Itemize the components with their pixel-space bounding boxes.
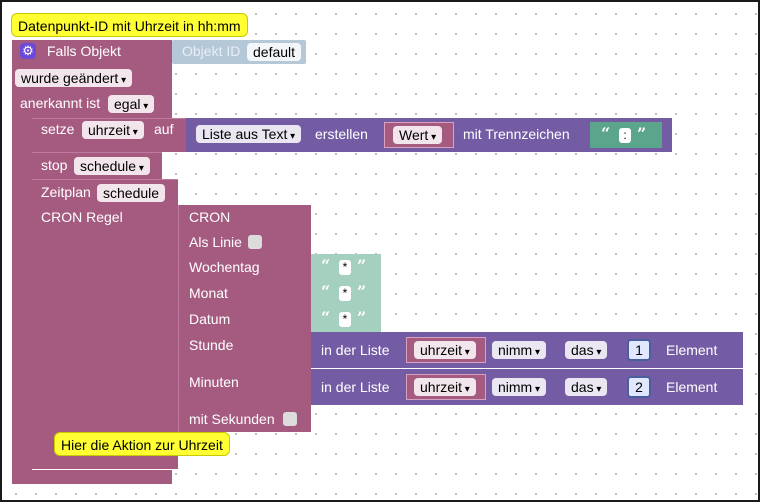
weekday-quote-open-icon: “: [321, 256, 331, 275]
minutes-pos-dropdown[interactable]: das: [565, 378, 608, 396]
trigger-label: Falls Objekt: [47, 43, 121, 59]
create-label: erstellen: [315, 126, 368, 142]
hour-index[interactable]: 1: [627, 339, 651, 361]
minutes-element-label: Element: [666, 379, 718, 395]
delimiter-value[interactable]: :: [619, 128, 631, 143]
date-value[interactable]: *: [339, 312, 351, 327]
minutes-var-dropdown[interactable]: uhrzeit: [414, 378, 476, 396]
trigger-block-spine: [12, 40, 32, 480]
minutes-label: Minuten: [189, 374, 239, 390]
set-variable-dropdown[interactable]: uhrzeit: [82, 121, 144, 139]
minutes-in-list-label: in der Liste: [321, 379, 390, 395]
quote-close-icon: ”: [637, 124, 647, 143]
objekt-id-value[interactable]: default: [247, 43, 302, 61]
gear-icon[interactable]: ⚙: [20, 43, 36, 59]
month-label: Monat: [189, 285, 228, 301]
trigger-block-bottom: [12, 470, 172, 484]
wert-dropdown[interactable]: Wert: [393, 126, 443, 144]
hour-op-dropdown[interactable]: nimm: [492, 341, 547, 359]
cron-title: CRON: [189, 209, 231, 225]
stop-dropdown[interactable]: schedule: [74, 157, 150, 175]
month-value[interactable]: *: [339, 286, 351, 301]
hour-pos-dropdown[interactable]: das: [565, 341, 608, 359]
hour-element-label: Element: [666, 342, 718, 358]
as-line-checkbox[interactable]: [248, 235, 262, 249]
set-label: setze: [41, 121, 75, 137]
seconds-label: mit Sekunden: [189, 411, 275, 427]
set-to-label: auf: [154, 121, 174, 137]
change-dropdown[interactable]: wurde geändert: [15, 69, 133, 87]
comment-bottom[interactable]: Hier die Aktion zur Uhrzeit: [54, 432, 230, 456]
month-quote-open-icon: “: [321, 282, 331, 301]
comment-top[interactable]: Datenpunkt-ID mit Uhrzeit in hh:mm: [11, 13, 248, 37]
minutes-op-dropdown[interactable]: nimm: [492, 378, 547, 396]
minutes-index[interactable]: 2: [627, 376, 651, 398]
schedule-label: Zeitplan: [41, 184, 91, 200]
ack-dropdown[interactable]: egal: [108, 95, 155, 113]
hour-label: Stunde: [189, 337, 234, 353]
schedule-block[interactable]: [32, 179, 178, 469]
month-quote-close-icon: ”: [357, 282, 367, 301]
list-mode-dropdown[interactable]: Liste aus Text: [196, 125, 302, 143]
date-quote-close-icon: ”: [357, 308, 367, 327]
hour-in-list-label: in der Liste: [321, 342, 390, 358]
weekday-value[interactable]: *: [339, 260, 351, 275]
cron-block[interactable]: [178, 205, 311, 432]
delimiter-label: mit Trennzeichen: [463, 126, 570, 142]
cron-rule-label: CRON Regel: [41, 209, 123, 225]
weekday-quote-close-icon: ”: [357, 256, 367, 275]
as-line-label: Als Linie: [189, 234, 242, 250]
weekday-label: Wochentag: [189, 259, 260, 275]
ack-label: anerkannt ist: [20, 95, 101, 111]
schedule-name[interactable]: schedule: [97, 184, 166, 202]
objekt-id-label: Objekt ID: [182, 43, 241, 59]
date-quote-open-icon: “: [321, 308, 331, 327]
quote-open-icon: “: [601, 124, 611, 143]
hour-var-dropdown[interactable]: uhrzeit: [414, 341, 476, 359]
date-label: Datum: [189, 311, 231, 327]
seconds-checkbox[interactable]: [283, 412, 297, 426]
stop-label: stop: [41, 157, 68, 173]
